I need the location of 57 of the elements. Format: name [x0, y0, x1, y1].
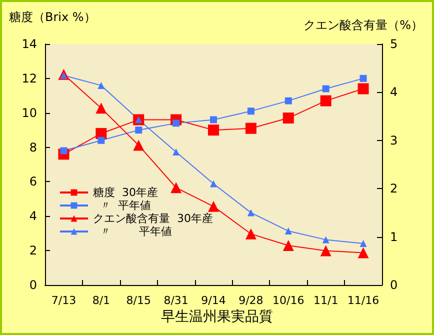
point: [358, 247, 369, 258]
point: [360, 240, 367, 248]
x-axis-title: 早生温州果実品質: [161, 309, 273, 325]
x-tick-label: 9/14: [201, 294, 226, 307]
y-tick-label: 12: [22, 71, 37, 86]
y-tick-label: 14: [22, 37, 37, 51]
point: [322, 85, 330, 92]
point: [135, 126, 142, 134]
point: [210, 180, 217, 188]
point: [98, 82, 105, 89]
point: [284, 228, 292, 235]
y-axis-title: 糖度（Brix %）: [9, 10, 96, 24]
y-tick-label: 0: [29, 278, 37, 292]
legend-label: クエン酸含有量 30年産: [93, 212, 213, 225]
y-tick-label: 4: [29, 209, 37, 224]
y2-tick-label: 5: [390, 37, 398, 51]
legend-label: 〃 平年値: [93, 199, 151, 212]
point: [98, 136, 105, 144]
x-tick-label: 10/16: [272, 294, 304, 307]
point: [133, 140, 144, 151]
x-tick-label: 8/15: [126, 294, 151, 307]
point: [96, 102, 107, 114]
x-tick-label: 7/13: [51, 294, 76, 307]
x-tick-label: 11/1: [313, 294, 338, 307]
y-tick-label: 10: [22, 106, 37, 120]
y2-tick-label: 1: [390, 230, 398, 244]
x-tick-label: 8/31: [164, 294, 188, 307]
y2-axis-title: クエン酸含有量（%）: [304, 18, 424, 32]
y-tick-label: 6: [29, 174, 37, 189]
point: [322, 236, 330, 244]
point: [208, 124, 219, 136]
y2-tick-label: 0: [390, 278, 398, 292]
y2-tick-label: 2: [390, 182, 398, 196]
point: [208, 200, 219, 212]
point: [172, 148, 180, 156]
legend-label: 〃 平年値: [93, 225, 172, 238]
point: [245, 228, 256, 240]
point: [245, 122, 256, 134]
legend-label: 糖度 30年産: [93, 186, 158, 199]
point: [284, 97, 292, 104]
point: [282, 240, 294, 251]
point: [360, 74, 367, 82]
x-tick-label: 11/16: [347, 294, 380, 307]
y-tick-label: 8: [29, 140, 37, 154]
x-tick-label: 8/1: [92, 294, 110, 307]
point: [247, 108, 254, 115]
point: [170, 182, 182, 194]
y2-tick-label: 3: [390, 133, 398, 148]
point: [320, 95, 332, 106]
y2-tick-label: 4: [390, 85, 398, 100]
point: [210, 116, 217, 124]
x-tick-label: 9/28: [238, 294, 264, 307]
point: [247, 209, 254, 216]
point: [282, 112, 294, 124]
y-tick-label: 2: [29, 244, 37, 258]
point: [358, 83, 369, 94]
point: [320, 245, 332, 256]
